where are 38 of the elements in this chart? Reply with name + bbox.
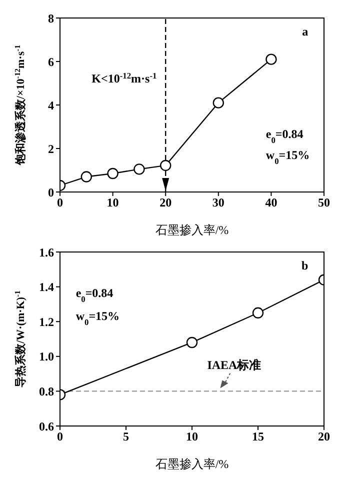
x-tick-label: 30	[212, 196, 224, 210]
y-tick-label: 6	[48, 54, 54, 69]
y-tick-label: 4	[48, 98, 54, 112]
annotation: K<10$^{-12}$m·s$^{-1}$	[92, 70, 157, 86]
x-tick-label: 20	[160, 196, 172, 210]
point	[107, 168, 118, 180]
y-tick-label: 1.6	[39, 245, 54, 260]
x-tick-label: 15	[252, 430, 264, 444]
y-tick-label: 0	[48, 185, 54, 200]
y-tick-label: 8	[48, 11, 54, 26]
annotation: a	[302, 24, 308, 38]
annotation: e$_{0}$=0.84	[266, 127, 304, 145]
y-tick-label: 1.0	[39, 350, 54, 364]
annotation: w$_{0}$=15%	[76, 308, 120, 326]
x-tick-label: 10	[186, 430, 198, 444]
y-tick-label: 0.8	[39, 384, 54, 398]
y-tick-label: 1.2	[39, 314, 54, 329]
x-tick-label: 20	[318, 430, 330, 444]
annotation: w$_{0}$=15%	[266, 148, 310, 166]
x-tick-label: 40	[265, 196, 278, 210]
y-tick-label: 0.6	[39, 419, 54, 434]
annotation: e$_{0}$=0.84	[76, 286, 114, 304]
point	[266, 54, 277, 65]
point	[160, 160, 172, 172]
ref-line-label: IAEA标准	[207, 358, 262, 372]
x-tick-label: 0	[57, 430, 63, 444]
annotation: b	[301, 258, 308, 272]
point	[212, 97, 224, 108]
x-tick-label: 0	[57, 196, 63, 210]
x-axis-title: 石墨掺入率/%	[155, 457, 229, 471]
x-tick-label: 5	[123, 430, 129, 444]
y-tick-label: 2	[48, 142, 54, 156]
x-tick-label: 10	[106, 196, 119, 210]
x-axis-title: 石墨掺入率/%	[155, 223, 229, 237]
point	[80, 171, 92, 182]
y-tick-label: 1.4	[39, 280, 54, 294]
point	[134, 164, 145, 175]
x-tick-label: 50	[318, 196, 330, 210]
